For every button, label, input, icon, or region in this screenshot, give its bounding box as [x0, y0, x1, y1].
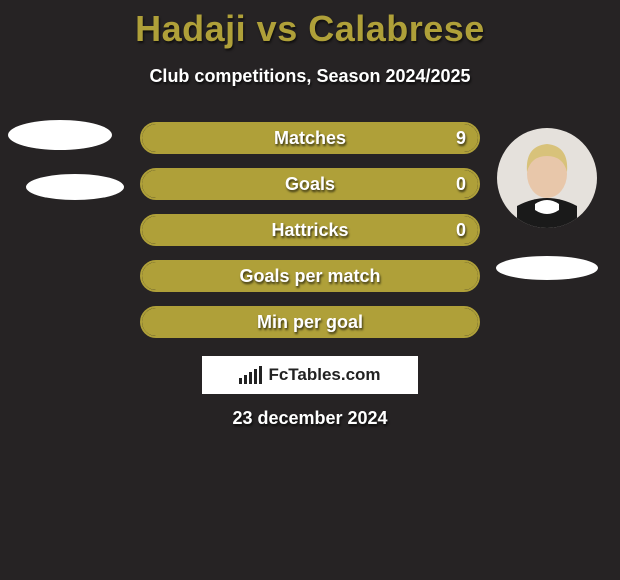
stat-bar-label: Goals	[142, 170, 478, 198]
right-player-column	[492, 128, 602, 280]
stat-bar-value: 9	[456, 124, 466, 152]
stat-bars: Matches9Goals0Hattricks0Goals per matchM…	[140, 122, 480, 352]
stat-bar-track: Goals per match	[140, 260, 480, 292]
stat-bar-track: Goals0	[140, 168, 480, 200]
stat-bar-track: Matches9	[140, 122, 480, 154]
stat-bar-label: Matches	[142, 124, 478, 152]
placeholder-ellipse	[496, 256, 598, 280]
player-avatar	[497, 128, 597, 228]
subtitle: Club competitions, Season 2024/2025	[0, 66, 620, 87]
stat-bar-label: Goals per match	[142, 262, 478, 290]
logo-box: FcTables.com	[202, 356, 418, 394]
stat-bar-label: Min per goal	[142, 308, 478, 336]
stat-bar-track: Min per goal	[140, 306, 480, 338]
stat-bar-value: 0	[456, 216, 466, 244]
placeholder-ellipse	[26, 174, 124, 200]
stat-bar-track: Hattricks0	[140, 214, 480, 246]
stat-bar-value: 0	[456, 170, 466, 198]
stat-bar-row: Min per goal	[140, 306, 480, 338]
stat-bar-row: Goals per match	[140, 260, 480, 292]
logo-text: FcTables.com	[268, 365, 380, 385]
page-title: Hadaji vs Calabrese	[0, 0, 620, 50]
stat-bar-row: Matches9	[140, 122, 480, 154]
stat-bar-label: Hattricks	[142, 216, 478, 244]
date-text: 23 december 2024	[0, 408, 620, 429]
stat-bar-row: Goals0	[140, 168, 480, 200]
stat-bar-row: Hattricks0	[140, 214, 480, 246]
placeholder-ellipse	[8, 120, 112, 150]
logo-chart-icon	[239, 366, 262, 384]
left-player-column	[8, 120, 118, 200]
